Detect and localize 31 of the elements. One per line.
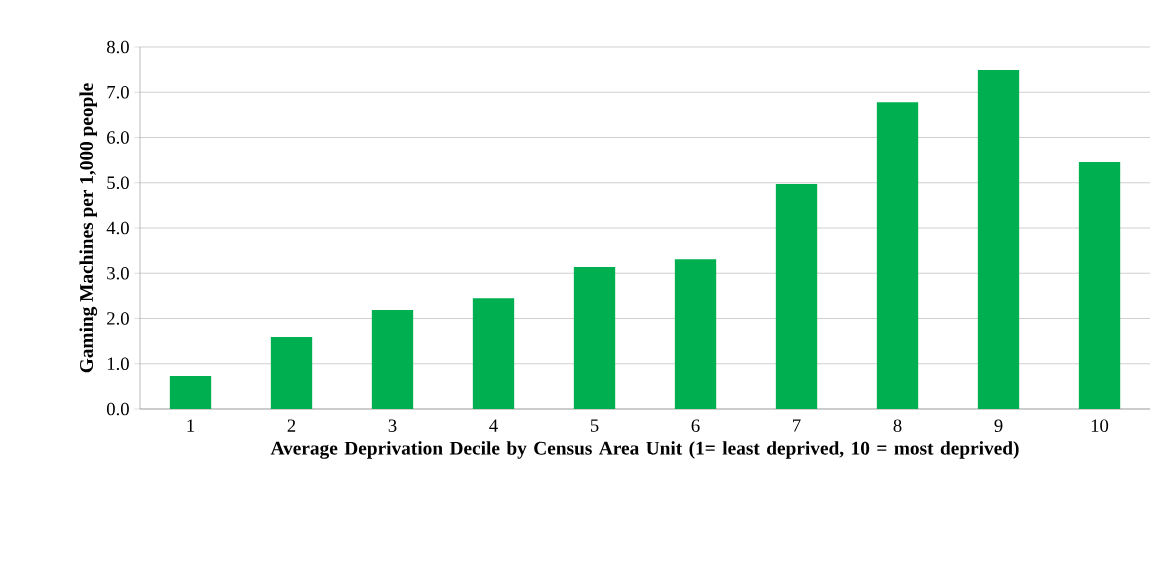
x-tick-label: 7 (793, 419, 801, 432)
bar (1078, 161, 1121, 409)
y-tick-label: 3.0 (107, 266, 129, 280)
x-tick-label: 10 (1091, 419, 1109, 432)
x-tick-label: 3 (388, 419, 397, 432)
y-tick-label: 2.0 (107, 312, 129, 325)
bar (674, 259, 717, 409)
x-tick-label: 8 (893, 419, 902, 432)
x-tick-label: 6 (691, 419, 700, 432)
bar (876, 102, 919, 409)
y-tick-label: 0.0 (106, 402, 129, 416)
x-tick-label: 4 (489, 419, 498, 432)
y-tick-label: 5.0 (107, 176, 129, 190)
y-tick-label: 1.0 (107, 357, 129, 371)
x-tick-label: 9 (994, 419, 1003, 432)
y-tick-label: 4.0 (106, 221, 129, 235)
y-tick-label: 8.0 (106, 40, 129, 54)
x-tick-label: 5 (590, 419, 599, 432)
bar (371, 309, 414, 409)
bar (169, 375, 212, 409)
y-axis-title: Gaming Machines per 1,000 people (79, 83, 98, 373)
bar (472, 298, 515, 409)
bar (270, 337, 313, 409)
x-tick-label: 1 (187, 419, 195, 432)
bar (775, 184, 818, 409)
y-tick-label: 6.0 (107, 131, 129, 144)
bar (573, 266, 616, 409)
y-tick-label: 7.0 (107, 85, 129, 99)
x-axis-title: Average Deprivation Decile by Census Area Unit (1= least deprived, 10 = most deprived) (270, 441, 1019, 459)
x-tick-label: 2 (287, 419, 296, 432)
bar (977, 70, 1020, 409)
